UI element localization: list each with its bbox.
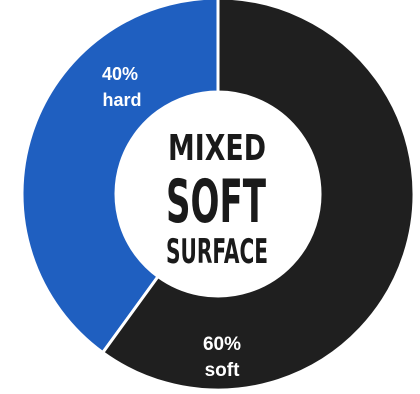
center-line-soft: SOFT [166, 167, 266, 237]
slice-label-hard: 40% hard [102, 64, 142, 110]
slice-label-soft-name: soft [205, 360, 241, 381]
slice-label-hard-name: hard [102, 90, 141, 110]
center-line-surface: SURFACE [166, 232, 268, 272]
center-title: MIXED SOFT SURFACE [166, 128, 268, 272]
slice-label-soft-percent: 60% [203, 334, 241, 355]
slice-label-soft: 60% soft [203, 334, 241, 381]
slice-hard [20, 0, 220, 355]
center-line-mixed: MIXED [168, 128, 266, 169]
chart-slices [20, 0, 416, 392]
slice-label-hard-percent: 40% [102, 64, 138, 84]
slice-soft [100, 0, 416, 392]
